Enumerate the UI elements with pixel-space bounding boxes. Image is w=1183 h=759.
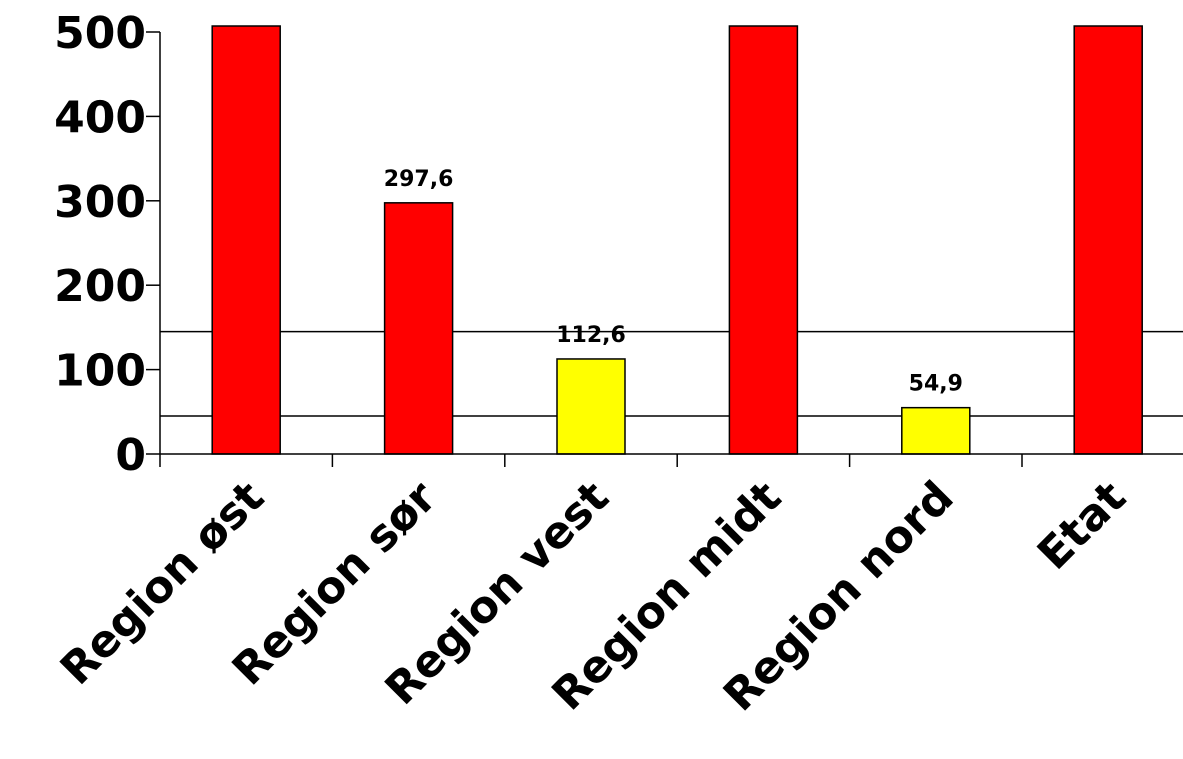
y-tick-label-1: 0: [115, 430, 146, 481]
bar-1: [211, 25, 281, 455]
y-tick-label-6: 500: [54, 8, 146, 59]
bar-6: [1073, 25, 1143, 455]
y-tick-label-2: 100: [54, 346, 146, 397]
data-label-2: 297,6: [384, 167, 454, 192]
bar-2: [383, 202, 454, 455]
bar-5: [901, 406, 971, 455]
x-tick-label-6: Etat: [1028, 472, 1136, 580]
bar-4: [728, 25, 799, 455]
y-tick-label-3: 200: [54, 261, 146, 312]
data-label-5: 54,9: [909, 372, 963, 397]
y-tick-label-4: 300: [54, 177, 146, 228]
y-tick-label-5: 400: [54, 92, 146, 143]
data-label-3: 112,6: [556, 323, 626, 348]
bar-3: [556, 358, 626, 455]
